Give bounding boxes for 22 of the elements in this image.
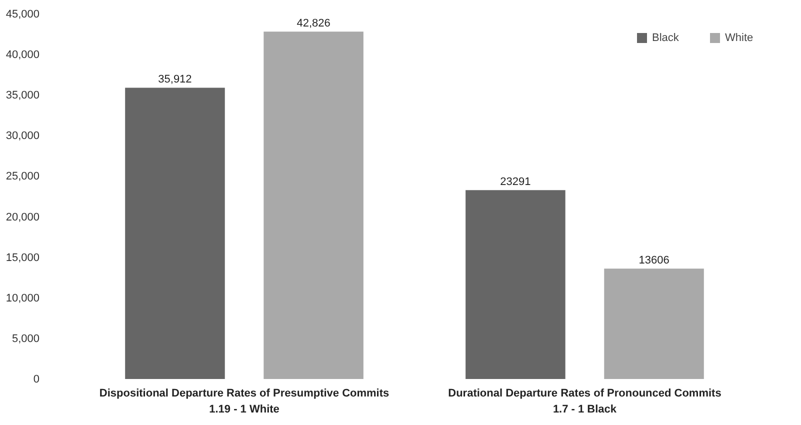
data-label: 23291 [500,176,531,188]
bar [125,88,225,379]
y-tick-label: 0 [33,374,40,386]
bar [604,268,704,379]
bar [466,190,566,379]
y-tick-label: 20,000 [6,211,40,224]
y-tick-label: 45,000 [6,8,40,20]
y-tick-label: 40,000 [6,49,40,62]
y-tick-label: 35,000 [6,90,40,102]
data-label: 13606 [638,254,670,267]
bar [264,32,364,379]
y-tick-label: 25,000 [6,170,40,183]
data-label: 42,826 [296,18,330,30]
y-tick-label: 5,000 [12,332,40,345]
data-label: 35,912 [158,74,192,86]
y-tick-label: 10,000 [6,292,40,304]
y-tick-label: 15,000 [6,252,40,264]
x-tick-label: Dispositional Departure Rates of Presumptive Commits 1.19 - 1 White [99,388,390,416]
legend-label: Black [652,32,680,44]
x-tick-label: Durational Departure Rates of Pronounced Commits 1.7 - 1 Black [448,388,722,416]
legend-label: White [725,32,754,44]
y-tick-label: 30,000 [6,130,40,142]
